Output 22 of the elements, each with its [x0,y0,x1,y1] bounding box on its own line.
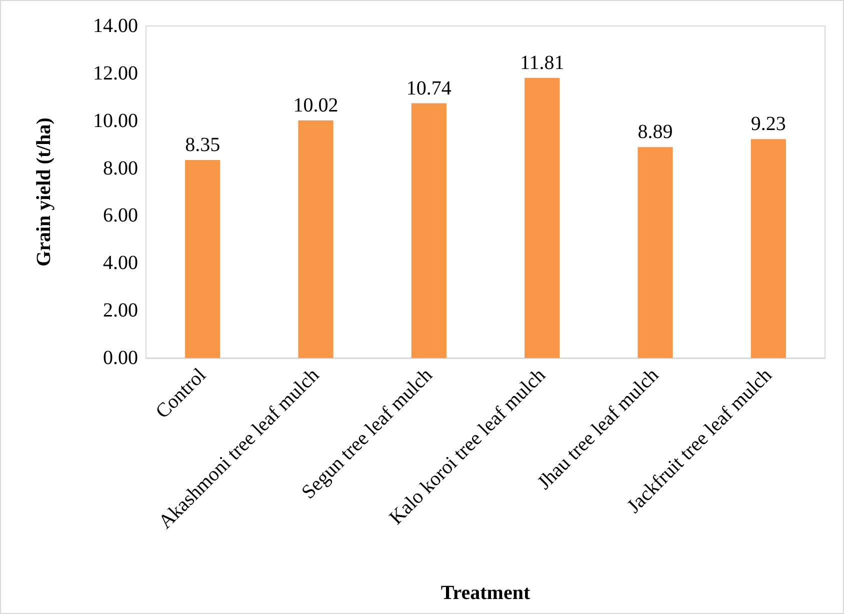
y-tick-label: 12.00 [93,62,138,84]
bar [298,120,334,358]
bar [638,147,673,358]
bar [750,139,786,358]
data-label: 10.02 [293,94,338,116]
y-tick-label: 0.00 [103,347,138,369]
bar [411,103,446,358]
data-label: 8.89 [638,121,673,144]
data-label: 11.81 [520,52,564,74]
data-label: 10.74 [406,77,452,100]
y-tick-label: 6.00 [103,204,138,227]
y-tick-label: 4.00 [103,252,138,274]
data-label: 9.23 [750,113,786,136]
y-tick-label: 10.00 [93,110,138,132]
y-tick-label: 8.00 [103,157,138,180]
x-axis-title: Treatment [440,582,530,604]
data-label: 8.35 [185,134,220,156]
bar [185,160,220,358]
y-tick-label: 2.00 [103,300,138,322]
y-tick-label: 14.00 [93,15,138,37]
y-axis-title: Grain yield (t/ha) [33,118,55,266]
bar [524,78,560,358]
